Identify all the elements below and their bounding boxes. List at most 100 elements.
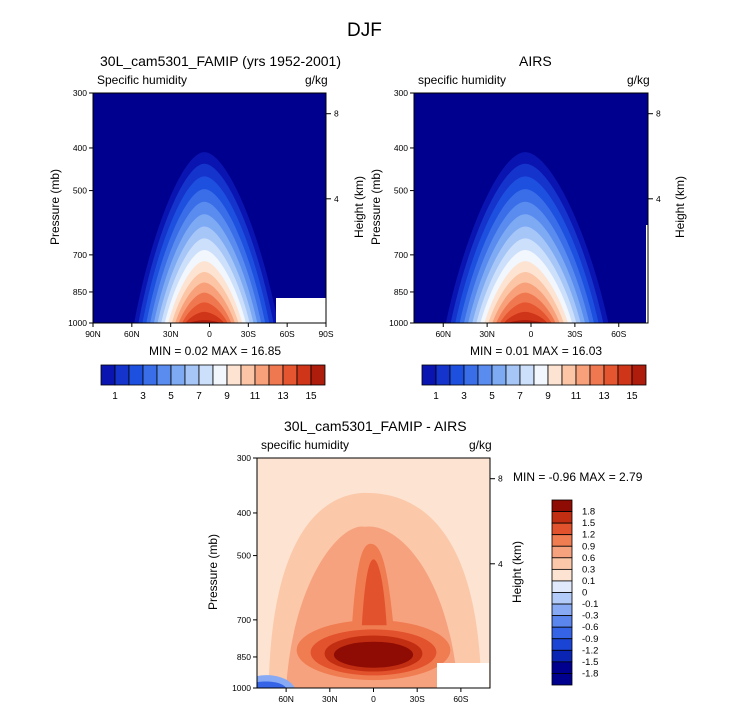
airs-colorbar-label: 5	[489, 391, 495, 402]
airs-ytick-label: 700	[394, 250, 408, 260]
airs-height-tick-label: 8	[656, 109, 661, 119]
diff-colorbar-label: 1.2	[582, 530, 595, 541]
diff-height-tick-label: 4	[498, 559, 503, 569]
airs-ytick-label: 1000	[389, 318, 408, 328]
model-xtick-label: 60N	[124, 329, 140, 339]
airs-ytick-label: 500	[394, 186, 408, 196]
diff-colorbar-box	[551, 580, 573, 593]
airs-panel-title: AIRS	[519, 53, 552, 69]
diff-stats: MIN = -0.96 MAX = 2.79	[513, 470, 643, 484]
airs-colorbar-label: 11	[571, 391, 582, 402]
airs-xtick-label: 0	[529, 329, 534, 339]
diff-colorbar-label: 1.8	[582, 507, 595, 518]
diff-colorbar-box	[551, 534, 573, 547]
diff-colorbar-box	[551, 603, 573, 617]
model-panel-title: 30L_cam5301_FAMIP (yrs 1952-2001)	[100, 53, 341, 69]
model-ytick-label: 700	[73, 250, 87, 260]
model-colorbar-box	[310, 364, 326, 386]
diff-missing-region	[437, 663, 489, 688]
airs-ytick-label: 300	[394, 88, 408, 98]
diff-colorbar-label: -0.3	[582, 611, 598, 622]
diff-ytick-label: 850	[237, 652, 251, 662]
diff-colorbar-label: -0.1	[582, 599, 598, 610]
airs-height-tick-label: 4	[656, 194, 661, 204]
diff-colorbar-box	[551, 592, 573, 605]
diff-colorbar-box	[551, 649, 573, 663]
diff-colorbar-box	[551, 568, 573, 582]
model-xtick-label: 90N	[85, 329, 101, 339]
diff-colorbar-label: 0.3	[582, 564, 595, 575]
airs-stats: MIN = 0.01 MAX = 16.03	[470, 344, 603, 358]
diff-colorbar-box	[551, 511, 573, 524]
diff-colorbar-box	[551, 673, 573, 686]
model-xtick-label: 30N	[163, 329, 179, 339]
diff-ytick-label: 400	[237, 508, 251, 518]
diff-colorbar-label: 0	[582, 588, 587, 599]
airs-xtick-label: 60N	[435, 329, 451, 339]
airs-xtick-label: 60S	[611, 329, 626, 339]
airs-contour-level	[503, 311, 548, 323]
model-colorbar-label: 7	[196, 391, 202, 402]
model-colorbar-label: 5	[168, 391, 174, 402]
diff-colorbar-label: -0.9	[582, 634, 598, 645]
airs-colorbar-label: 1	[433, 391, 439, 402]
diff-xtick-label: 60S	[453, 694, 468, 704]
model-ytick-label: 1000	[68, 318, 87, 328]
airs-xtick-label: 30S	[567, 329, 582, 339]
diff-xtick-label: 0	[371, 694, 376, 704]
diff-colorbar-label: -0.6	[582, 622, 598, 633]
airs-colorbar-box	[631, 364, 647, 386]
model-colorbar-label: 3	[140, 391, 146, 402]
diff-right-label: g/kg	[469, 438, 492, 452]
model-xtick-label: 60S	[280, 329, 295, 339]
airs-colorbar-label: 3	[461, 391, 467, 402]
model-xtick-label: 0	[207, 329, 212, 339]
model-colorbar-label: 1	[112, 391, 118, 402]
airs-left-label: specific humidity	[418, 73, 507, 87]
diff-contour-level	[333, 641, 414, 668]
airs-colorbar-label: 9	[545, 391, 551, 402]
model-ytick-label: 400	[73, 143, 87, 153]
diff-ytick-label: 500	[237, 551, 251, 561]
diff-contour-level	[257, 681, 287, 688]
model-colorbar-label: 15	[305, 391, 317, 402]
diff-height-tick-label: 8	[498, 474, 503, 484]
airs-ytick-label: 400	[394, 143, 408, 153]
diff-ytick-label: 300	[237, 453, 251, 463]
airs-colorbar-label: 13	[598, 391, 610, 402]
diff-colorbar-box	[551, 545, 573, 559]
airs-colorbar-label: 15	[626, 391, 638, 402]
diff-ytick-label: 700	[237, 615, 251, 625]
diff-xtick-label: 30N	[322, 694, 338, 704]
diff-colorbar-label: -1.2	[582, 645, 598, 656]
model-height-tick-label: 8	[334, 109, 339, 119]
diff-colorbar-label: 0.9	[582, 541, 595, 552]
airs-xtick-label: 30N	[479, 329, 495, 339]
diff-colorbar-label: -1.5	[582, 657, 598, 668]
diff-colorbar-label: 0.1	[582, 576, 595, 587]
model-ytick-label: 300	[73, 88, 87, 98]
model-colorbar-label: 9	[224, 391, 230, 402]
model-ytick-label: 850	[73, 287, 87, 297]
model-xtick-label: 90S	[318, 329, 333, 339]
diff-colorbar-box	[551, 615, 573, 628]
diff-left-label: specific humidity	[261, 438, 350, 452]
diff-xtick-label: 60N	[278, 694, 294, 704]
diff-colorbar-box	[551, 626, 573, 640]
model-colorbar-label: 13	[277, 391, 289, 402]
diff-colorbar-box	[551, 522, 573, 536]
model-height-tick-label: 4	[334, 194, 339, 204]
diff-colorbar-label: -1.8	[582, 668, 598, 679]
diff-colorbar-label: 1.5	[582, 518, 595, 529]
model-stats: MIN = 0.02 MAX = 16.85	[149, 344, 282, 358]
airs-colorbar-label: 7	[517, 391, 523, 402]
airs-contour-level	[507, 320, 544, 323]
diff-xtick-label: 30S	[410, 694, 425, 704]
diff-colorbar-box	[551, 557, 573, 570]
model-ytick-label: 500	[73, 186, 87, 196]
